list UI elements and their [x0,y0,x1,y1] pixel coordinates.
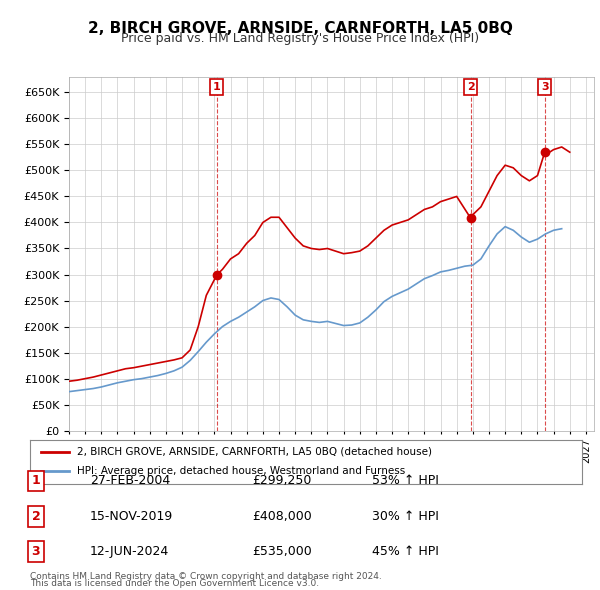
Text: 3: 3 [541,82,548,92]
Text: 45% ↑ HPI: 45% ↑ HPI [372,545,439,558]
Text: 2, BIRCH GROVE, ARNSIDE, CARNFORTH, LA5 0BQ (detached house): 2, BIRCH GROVE, ARNSIDE, CARNFORTH, LA5 … [77,447,432,457]
Text: HPI: Average price, detached house, Westmorland and Furness: HPI: Average price, detached house, West… [77,467,405,476]
Text: 1: 1 [32,474,40,487]
Text: 53% ↑ HPI: 53% ↑ HPI [372,474,439,487]
Text: 1: 1 [213,82,221,92]
Text: 12-JUN-2024: 12-JUN-2024 [90,545,169,558]
Text: 2: 2 [467,82,475,92]
Text: 27-FEB-2004: 27-FEB-2004 [90,474,170,487]
Text: 2: 2 [32,510,40,523]
Text: £535,000: £535,000 [252,545,312,558]
Text: Price paid vs. HM Land Registry's House Price Index (HPI): Price paid vs. HM Land Registry's House … [121,32,479,45]
Text: 2, BIRCH GROVE, ARNSIDE, CARNFORTH, LA5 0BQ: 2, BIRCH GROVE, ARNSIDE, CARNFORTH, LA5 … [88,21,512,35]
Text: £408,000: £408,000 [252,510,312,523]
Text: 30% ↑ HPI: 30% ↑ HPI [372,510,439,523]
Text: 15-NOV-2019: 15-NOV-2019 [90,510,173,523]
Text: Contains HM Land Registry data © Crown copyright and database right 2024.: Contains HM Land Registry data © Crown c… [30,572,382,581]
Text: This data is licensed under the Open Government Licence v3.0.: This data is licensed under the Open Gov… [30,579,319,588]
Text: £299,250: £299,250 [252,474,311,487]
Text: 3: 3 [32,545,40,558]
